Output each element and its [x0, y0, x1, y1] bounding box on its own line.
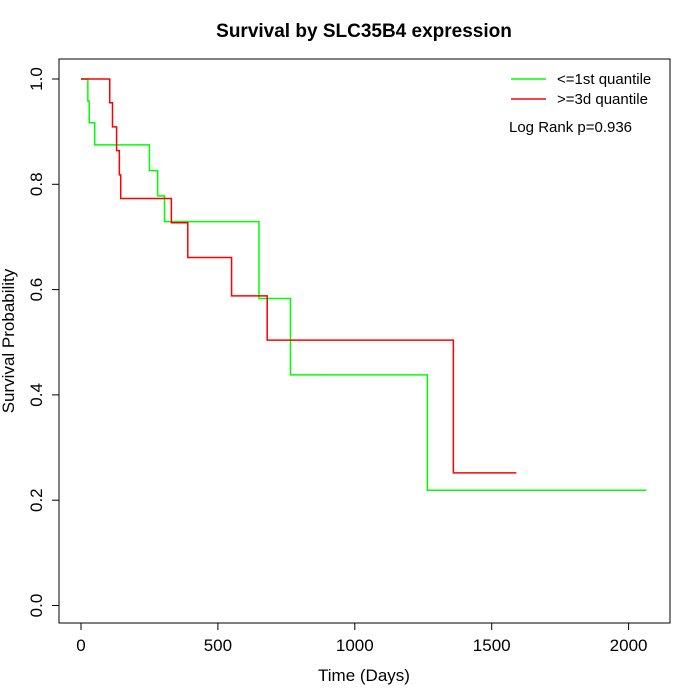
x-tick-label: 2000 [610, 636, 648, 655]
x-tick-label: 500 [204, 636, 232, 655]
y-tick-label: 0.8 [27, 172, 46, 196]
y-tick-label: 1.0 [27, 67, 46, 91]
x-tick-label: 0 [76, 636, 85, 655]
legend-label: >=3d quantile [557, 91, 648, 108]
y-axis: 0.0 0.2 0.4 0.6 0.8 1.0 [27, 67, 60, 618]
chart-title: Survival by SLC35B4 expression [216, 21, 512, 42]
legend-label: <=1st quantile [557, 71, 651, 88]
y-tick-label: 0.2 [27, 488, 46, 512]
plot-frame [58, 58, 671, 624]
survival-curve-1 [81, 78, 647, 491]
x-axis-label: Time (Days) [318, 666, 410, 685]
y-tick-label: 0.0 [27, 594, 46, 618]
x-tick-label: 1000 [336, 636, 374, 655]
legend: <=1st quantile >=3d quantile [511, 71, 651, 108]
y-tick-label: 0.6 [27, 278, 46, 302]
y-axis-label: Survival Probability [0, 268, 18, 413]
survival-curves [81, 78, 647, 491]
y-tick-label: 0.4 [27, 383, 46, 407]
x-tick-label: 1500 [473, 636, 511, 655]
survival-curve-2 [81, 78, 517, 474]
log-rank-annotation: Log Rank p=0.936 [509, 119, 632, 136]
x-axis: 0 500 1000 1500 2000 [76, 622, 648, 655]
